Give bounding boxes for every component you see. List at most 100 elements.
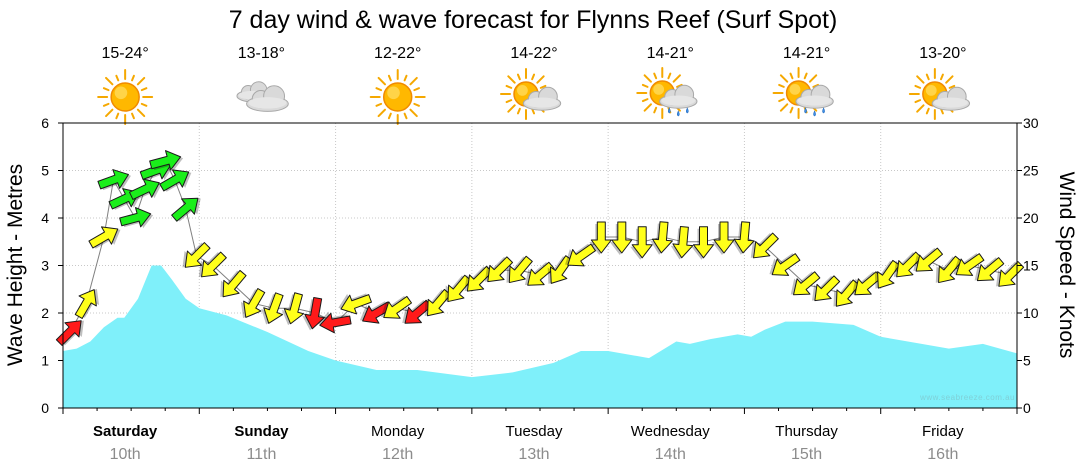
wind-arrow [402,299,432,324]
wind-arrow [790,271,821,296]
wind-arrow [88,226,121,249]
wind-arrow [874,259,900,289]
wind-arrows [55,150,1025,346]
partly-cloudy-icon [908,68,971,120]
wind-arrow [119,207,154,229]
sun-icon [97,69,154,125]
wind-arrow [159,169,192,192]
wind-arrow [171,197,201,222]
wind-arrow [732,221,755,255]
wind-arrow [149,150,184,172]
wind-arrow [302,297,325,331]
day-name-label: Wednesday [631,423,710,440]
day-name-label: Tuesday [506,423,563,440]
wind-arrow [338,293,372,315]
day-name-label: Sunday [234,423,289,440]
wind-arrow [650,221,673,255]
day-temperature-range: 13-20° [919,45,966,62]
wind-arrow [381,295,412,319]
day-temperature-range: 14-21° [783,45,830,62]
day-date-label: 16th [927,446,958,463]
left-tick-label: 1 [41,353,49,369]
wind-arrow [670,226,694,260]
right-tick-label: 30 [1023,115,1039,131]
day-date-label: 14th [655,446,686,463]
wind-arrow [547,255,573,284]
day-name-label: Friday [922,423,964,440]
day-temperature-range: 12-22° [374,45,421,62]
left-tick-label: 6 [41,115,49,131]
wind-arrow [359,301,392,324]
wind-arrow [893,251,922,278]
wind-arrow [565,243,596,267]
left-tick-label: 4 [41,210,49,226]
sun-icon [369,69,426,125]
wind-arrow [317,311,352,334]
sun-cloud-rain-icon [772,67,834,119]
right-axis-label: Wind Speed - Knots [1055,172,1078,359]
right-tick-label: 15 [1023,258,1039,274]
wind-arrow [198,251,227,278]
sun-cloud-rain-icon [636,67,698,119]
wind-arrow [712,221,735,255]
wind-arrow [524,261,555,286]
wind-arrow [182,242,211,268]
day-name-label: Thursday [775,423,838,440]
left-tick-label: 2 [41,305,49,321]
wind-arrow [833,279,860,307]
wind-arrow [445,274,472,303]
wind-arrow [97,169,131,191]
temperature-row: 15-24° 13-18° 12-22° 14-22° 14-21° 14-21° 13-2… [101,45,966,62]
wind-arrow [852,271,882,296]
day-labels: Saturday 10th Sunday 11th Monday 12th Tuesday 1… [62,408,1018,463]
day-date-label: 11th [246,446,276,463]
left-tick-label: 3 [41,258,49,274]
wind-arrow [769,253,801,276]
day-temperature-range: 14-22° [510,45,557,62]
day-temperature-range: 14-21° [647,45,694,62]
wind-arrow [935,255,963,284]
weather-icons-row [97,67,971,125]
wind-arrow [129,178,162,201]
wind-arrow [750,232,779,259]
wave-height-area [63,265,1017,408]
wind-arrow [630,226,653,260]
left-tick-label: 0 [41,400,49,416]
day-date-label: 13th [518,446,549,463]
wind-arrow [589,221,612,255]
wind-arrow [220,269,247,298]
right-tick-label: 10 [1023,305,1039,321]
right-tick-label: 0 [1023,400,1031,416]
chart-title: 7 day wind & wave forecast for Flynns Re… [229,6,838,34]
left-axis-label: Wave Height - Metres [4,164,27,366]
wind-arrow [609,221,633,255]
wind-arrow [261,292,284,325]
wind-arrow [506,255,533,284]
wind-arrow [913,247,943,272]
day-date-label: 10th [110,446,141,463]
right-tick-label: 25 [1023,163,1039,179]
wind-arrow [953,253,985,276]
partly-cloudy-icon [500,68,562,120]
right-axis-ticks: 0 5 10 15 20 25 30 [1017,115,1039,416]
day-date-label: 15th [791,446,822,463]
credit-text: www.seabreeze.com.au [919,393,1015,402]
day-name-label: Saturday [93,423,158,440]
day-temperature-range: 15-24° [101,45,148,62]
left-axis-ticks: 0 1 2 3 4 5 6 [41,115,63,416]
wind-arrow [74,288,100,319]
wind-arrow [974,257,1005,282]
wind-arrow [240,288,266,319]
day-temperature-range: 13-18° [238,45,285,62]
cloud-icon [236,81,289,112]
plot-area [55,122,1025,409]
wind-arrow [484,256,514,283]
left-tick-label: 5 [41,163,49,179]
wind-arrow [281,292,305,326]
right-tick-label: 20 [1023,210,1039,226]
wind-arrow [691,226,714,260]
right-tick-label: 5 [1023,353,1031,369]
day-date-label: 12th [382,446,413,463]
day-name-label: Monday [371,423,425,440]
